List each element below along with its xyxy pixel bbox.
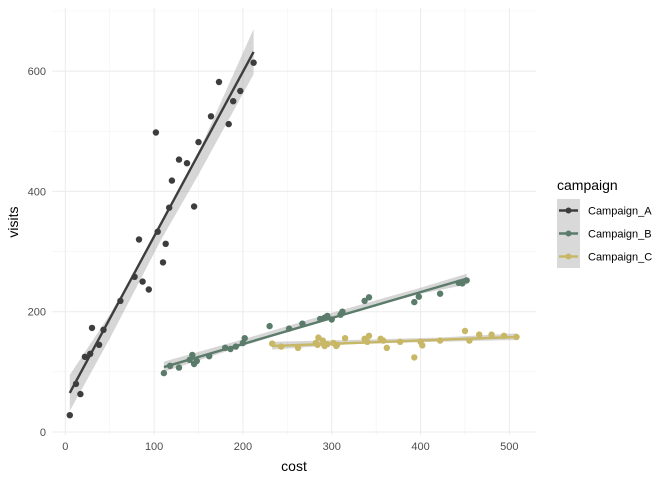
campaign-b-point (160, 369, 168, 377)
campaign-a-point (66, 412, 74, 419)
campaign-a-point (145, 286, 152, 293)
legend-key-point (565, 207, 572, 214)
legend-label-campaign-a: Campaign_A (588, 206, 652, 218)
legend-item-campaign-b: Campaign_B (557, 222, 652, 245)
y-tick-label: 200 (28, 307, 46, 319)
legend-key-point (565, 253, 572, 260)
campaign-b-point (175, 364, 183, 371)
campaign-a-point (77, 390, 84, 398)
campaign-b-point (193, 357, 200, 365)
campaign-c-point (461, 327, 469, 335)
campaign-c-fit-line (272, 335, 517, 348)
campaign-c-point (419, 342, 426, 349)
y-tick-label: 400 (28, 186, 46, 198)
campaign-c-point (488, 331, 495, 338)
x-tick-label: 300 (323, 441, 341, 453)
campaign-a-confidence-band (69, 29, 254, 411)
y-tick-label: 0 (40, 427, 46, 439)
data-points (66, 59, 520, 419)
campaign-c-point (319, 337, 327, 344)
x-tick-label: 0 (62, 441, 68, 453)
campaign-b-point (241, 335, 248, 342)
campaign-a-point (162, 240, 169, 247)
legend-label-campaign-b: Campaign_B (588, 229, 652, 241)
campaign-a-point (152, 129, 160, 136)
campaign-a-point (230, 98, 237, 105)
campaign-b-point (411, 298, 418, 306)
campaign-c-point (513, 333, 520, 341)
campaign-a-point (225, 120, 232, 128)
legend-item-campaign-c: Campaign_C (557, 245, 652, 268)
x-tick-label: 400 (411, 441, 429, 453)
legend-title: campaign (557, 177, 618, 193)
campaign-b-point (266, 322, 273, 330)
x-tick-label: 100 (145, 441, 163, 453)
campaign-a-point (237, 87, 244, 95)
campaign-a-point (159, 259, 167, 266)
campaign-a-point (195, 138, 202, 146)
campaign-a-point (135, 236, 143, 243)
campaign-a-fit-line (68, 51, 255, 394)
campaign-c-point (365, 332, 373, 339)
campaign-b-point (324, 312, 331, 320)
legend: campaign Campaign_A Campaign_B Campaign_C (557, 177, 652, 268)
x-tick-label: 500 (500, 441, 518, 453)
campaign-b-point (436, 290, 444, 297)
campaign-b-point (365, 294, 373, 301)
legend-key-point (565, 230, 572, 237)
campaign-c-point (476, 331, 483, 338)
campaign-a-point (175, 156, 183, 163)
y-tick-label: 600 (28, 66, 46, 78)
campaign-a-point (215, 78, 223, 86)
campaign-b-point (361, 297, 368, 305)
tick-labels: 0 100 200 300 400 500 0 200 400 600 (28, 66, 519, 453)
campaign-b-point (189, 351, 196, 359)
campaign-a-point (183, 160, 191, 167)
x-tick-label: 200 (234, 441, 252, 453)
campaign-c-point (411, 354, 418, 361)
campaign-c-point (383, 344, 390, 351)
fit-lines (68, 51, 517, 394)
campaign-b-fit-line (163, 277, 468, 369)
campaign-a-point (139, 278, 146, 285)
grid (52, 8, 536, 435)
campaign-a-point (190, 203, 198, 210)
legend-label-campaign-c: Campaign_C (588, 252, 652, 264)
x-axis-title: cost (281, 458, 307, 474)
campaign-a-point (81, 353, 89, 360)
campaign-a-point (168, 177, 176, 184)
campaign-b-point (415, 293, 422, 300)
campaign-a-point (88, 324, 96, 332)
campaign-a-point (250, 59, 257, 66)
legend-item-campaign-a: Campaign_A (557, 199, 652, 222)
campaign-c-point (315, 334, 322, 341)
confidence-bands (69, 29, 517, 411)
campaign-c-point (341, 335, 349, 342)
campaign-a-point (207, 113, 215, 120)
y-axis-title: visits (5, 206, 21, 237)
